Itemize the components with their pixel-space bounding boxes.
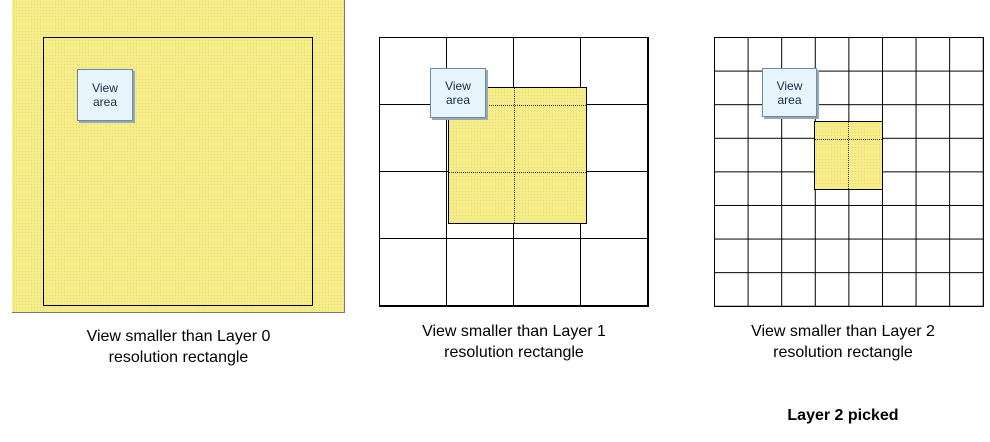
caption-line2: resolution rectangle: [108, 349, 249, 366]
layer2-resolution-rectangle: [814, 121, 883, 190]
caption-line2: resolution rectangle: [773, 344, 913, 361]
layer2-panel: View area: [714, 37, 984, 307]
layer0-background: [12, 0, 345, 313]
layer0-caption: View smaller than Layer 0 resolution rec…: [12, 326, 345, 368]
caption-line1: View smaller than Layer 2: [751, 323, 935, 340]
view-area-box: View area: [430, 68, 486, 118]
layer2-caption: View smaller than Layer 2 resolution rec…: [714, 321, 972, 363]
caption-line2: resolution rectangle: [444, 344, 584, 361]
view-area-label-line1: View: [776, 78, 803, 93]
layer0-resolution-rectangle: [43, 37, 313, 306]
caption-line1: View smaller than Layer 0: [86, 328, 271, 345]
view-area-label-line1: View: [445, 79, 471, 93]
layer0-panel: View area: [12, 0, 345, 313]
layer-picked-label: Layer 2 picked: [787, 407, 899, 424]
dotted-grid-line: [815, 139, 882, 140]
dotted-grid-line: [449, 172, 586, 173]
view-area-label-line2: area: [777, 92, 802, 107]
layer1-panel: View area: [379, 37, 649, 307]
dotted-grid-line: [514, 88, 515, 223]
layer1-caption: View smaller than Layer 1 resolution rec…: [379, 321, 649, 363]
view-area-box: View area: [762, 68, 817, 117]
view-area-label-line2: area: [445, 93, 470, 107]
dotted-grid-line: [449, 105, 586, 106]
dotted-grid-line: [848, 122, 849, 189]
view-area-label-line2: area: [92, 95, 117, 109]
view-area-box: View area: [77, 69, 133, 121]
caption-line1: View smaller than Layer 1: [422, 323, 606, 340]
view-area-label-line1: View: [92, 81, 118, 95]
